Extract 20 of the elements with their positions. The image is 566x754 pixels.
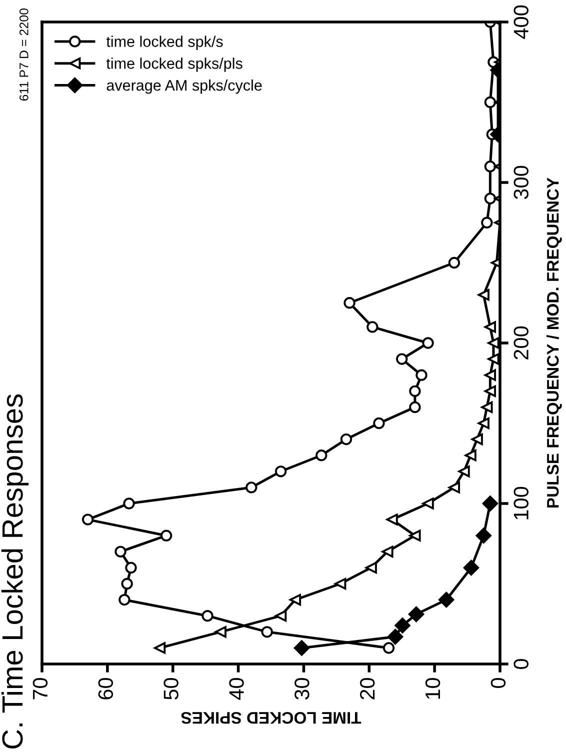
y-tick-label: 100 <box>514 486 528 520</box>
y-tick-label: 200 <box>514 326 528 360</box>
y-tick-label: 0 <box>514 659 528 669</box>
x-axis-title: TIME LOCKED SPIKES <box>181 712 362 724</box>
x-tick-label: 40 <box>229 678 244 700</box>
legend-label: time locked spk/s <box>106 36 223 50</box>
text: C. Time Locked Responses <box>1 394 29 749</box>
x-tick-label: 0 <box>490 678 506 688</box>
y-tick-label: 300 <box>514 166 528 200</box>
x-tick-label: 10 <box>425 678 440 699</box>
x-tick-label: 30 <box>294 678 310 700</box>
text: 611 P7 D = 2200 <box>20 8 28 101</box>
x-tick-label: 50 <box>164 678 178 700</box>
x-tick-label: 70 <box>32 678 48 700</box>
legend-label: average AM spks/cycle <box>106 80 262 94</box>
x-tick-label: 60 <box>98 678 114 700</box>
x-tick-label: 20 <box>360 678 375 700</box>
legend-label: time locked spks/pls <box>106 58 242 72</box>
y-axis-title: PULSE FREQUENCY / MOD. FREQUENCY <box>546 178 562 508</box>
y-tick-label: 400 <box>514 5 528 39</box>
